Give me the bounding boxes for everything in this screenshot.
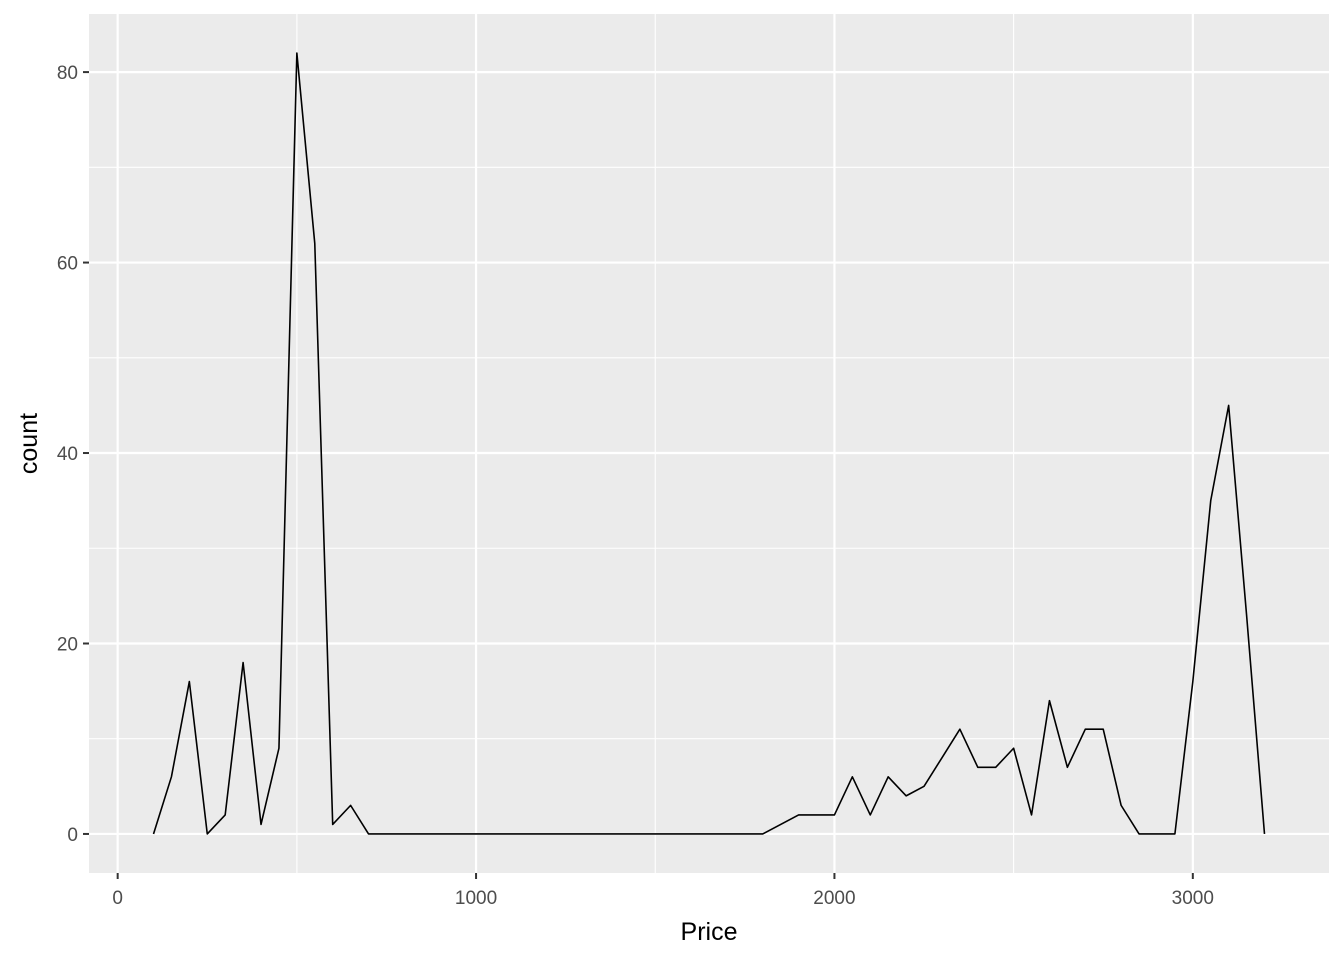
x-axis-title: Price	[681, 918, 738, 946]
x-tick-label: 2000	[813, 888, 855, 909]
y-tick-label: 40	[57, 444, 78, 465]
y-tick-label: 0	[67, 825, 78, 846]
axis-ticks	[83, 71, 1194, 879]
y-tick-label: 20	[57, 634, 78, 655]
x-tick-label: 0	[112, 888, 123, 909]
grid-minor	[89, 14, 1329, 873]
y-axis-title: count	[15, 413, 43, 474]
x-tick-labels: 0 1000 2000 3000	[112, 888, 1214, 909]
series-line	[152, 52, 1266, 835]
y-tick-label: 80	[57, 63, 78, 84]
series-layer	[152, 52, 1266, 835]
y-tick-label: 60	[57, 254, 78, 275]
y-tick-labels: 0 20 40 60 80	[57, 63, 78, 846]
grid-major	[89, 14, 1329, 873]
plot-panel	[89, 14, 1329, 873]
x-tick-label: 3000	[1172, 888, 1214, 909]
x-tick-label: 1000	[455, 888, 497, 909]
